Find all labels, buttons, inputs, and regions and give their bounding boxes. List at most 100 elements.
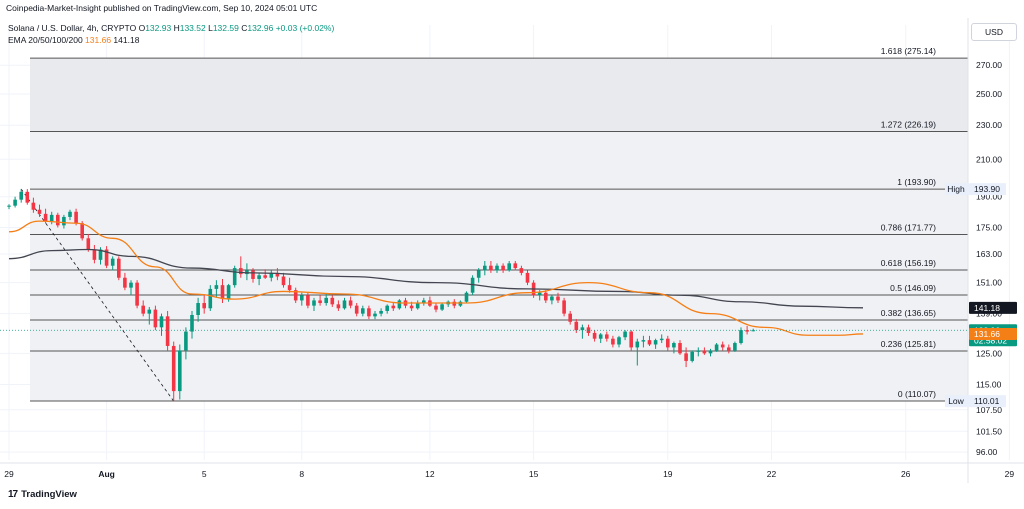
y-tick-label: 96.00 xyxy=(976,447,998,457)
candle-body xyxy=(476,270,481,278)
fib-level-label: 1.618 (275.14) xyxy=(881,46,936,56)
x-tick-label: 22 xyxy=(767,469,777,479)
y-tick-label: 163.00 xyxy=(976,249,1002,259)
candle-body xyxy=(318,300,322,304)
candle-body xyxy=(269,272,274,278)
candle-body xyxy=(464,292,469,302)
y-tick-label: 125.00 xyxy=(976,348,1002,358)
candle-body xyxy=(391,305,396,309)
marker-value-box xyxy=(968,395,1006,408)
candle-body xyxy=(409,305,414,309)
candle-body xyxy=(184,331,188,351)
fib-level-label: 0.618 (156.19) xyxy=(881,258,936,268)
candle-body xyxy=(257,275,261,279)
candle-body xyxy=(708,350,713,354)
price-badge xyxy=(969,327,1017,340)
tradingview-logo[interactable]: 17 TradingView xyxy=(8,489,77,500)
candle-body xyxy=(623,331,627,338)
candle-body xyxy=(684,353,688,361)
candle-body xyxy=(196,303,200,315)
candle-body xyxy=(727,347,731,351)
candle-body xyxy=(159,316,164,328)
fib-level-label: 0 (110.07) xyxy=(898,389,936,399)
high-marker-label: High xyxy=(947,184,965,194)
candle-body xyxy=(214,285,219,289)
candle-body xyxy=(86,238,91,250)
candle-body xyxy=(348,300,353,306)
candle-body xyxy=(458,301,463,306)
y-tick-label: 190.00 xyxy=(976,192,1002,202)
candle-body xyxy=(702,350,707,354)
candle-body xyxy=(495,265,499,271)
fib-band xyxy=(30,189,968,235)
price-badge-label: 141.18 xyxy=(974,303,1000,313)
candle-body xyxy=(153,309,158,328)
candle-body xyxy=(397,300,402,309)
candle-body xyxy=(19,191,23,200)
fib-level-label: 0.382 (136.65) xyxy=(881,308,936,318)
candle-body xyxy=(7,205,11,207)
ema-legend[interactable]: EMA 20/50/100/200 131.66 141.18 xyxy=(8,35,139,45)
candle-body xyxy=(239,268,243,275)
open-value: 132.93 xyxy=(145,23,172,33)
candle-body xyxy=(62,216,66,226)
candle-body xyxy=(415,303,420,309)
x-tick-label: 19 xyxy=(663,469,673,479)
candle-body xyxy=(251,270,255,279)
candle-body xyxy=(147,309,152,314)
candle-body xyxy=(98,249,103,260)
candle-body xyxy=(659,338,664,341)
candle-body xyxy=(629,331,633,348)
candle-body xyxy=(733,343,737,351)
candle-body xyxy=(293,290,298,301)
y-tick-label: 210.00 xyxy=(976,154,1002,164)
x-tick-label: 29 xyxy=(1005,469,1015,479)
candle-body xyxy=(141,305,145,314)
candle-body xyxy=(592,332,597,339)
candle-body xyxy=(312,300,316,306)
candle-body xyxy=(672,343,676,348)
marker-value-box xyxy=(968,183,1006,196)
fib-band xyxy=(30,270,968,296)
x-tick-label: 8 xyxy=(299,469,304,479)
candle-body xyxy=(68,211,72,217)
price-badge xyxy=(969,301,1017,314)
candle-body xyxy=(37,209,42,214)
currency-button[interactable]: USD xyxy=(971,23,1017,41)
candle-body xyxy=(110,258,115,266)
candle-body xyxy=(135,282,139,306)
tradingview-wordmark: TradingView xyxy=(21,489,77,500)
x-tick-label: Aug xyxy=(98,469,115,479)
candle-body xyxy=(483,265,487,271)
candle-body xyxy=(43,213,48,222)
fib-band xyxy=(30,234,968,271)
high-value: 133.52 xyxy=(179,23,206,33)
fib-band xyxy=(30,131,968,190)
candle-body xyxy=(123,277,127,288)
y-tick-label: 107.50 xyxy=(976,405,1002,415)
candle-body xyxy=(562,300,566,314)
candle-body xyxy=(714,344,719,351)
candle-body xyxy=(641,340,646,342)
low-marker-value: 110.01 xyxy=(974,396,1000,406)
y-tick-label: 115.00 xyxy=(976,380,1002,390)
x-tick-label: 12 xyxy=(425,469,435,479)
candle-body xyxy=(556,296,560,301)
candle-body xyxy=(489,265,493,271)
ohlc-legend: Solana / U.S. Dollar, 4h, CRYPTO O132.93… xyxy=(8,23,335,33)
candle-body xyxy=(129,282,133,288)
y-tick-label: 101.50 xyxy=(976,426,1002,436)
candle-body xyxy=(324,297,328,304)
candle-body xyxy=(190,314,194,332)
candle-body xyxy=(92,249,97,260)
high-marker-value: 193.90 xyxy=(974,184,1000,194)
candle-body xyxy=(367,308,371,317)
candle-body xyxy=(117,258,121,278)
candle-body xyxy=(568,313,572,322)
candle-body xyxy=(537,292,542,296)
candle-body xyxy=(525,272,530,283)
candle-body xyxy=(519,268,524,273)
candle-body xyxy=(56,214,60,226)
candle-body xyxy=(361,308,365,314)
